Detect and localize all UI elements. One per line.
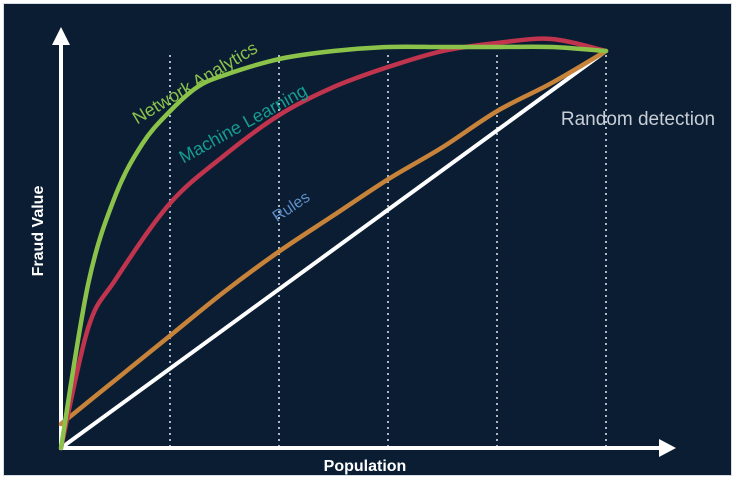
series-label-random-detection: Random detection	[561, 109, 715, 130]
y-axis-label: Fraud Value	[30, 186, 47, 277]
grid-lines	[169, 55, 607, 448]
x-axis-label: Population	[324, 458, 407, 475]
axes	[52, 27, 676, 457]
series-line-random-detection	[59, 49, 608, 450]
x-axis-arrow	[659, 439, 676, 457]
y-axis-arrow	[52, 27, 70, 45]
series-line-machine-learning	[58, 36, 609, 451]
series-layer	[58, 36, 609, 451]
series-label-rules: Rules	[270, 189, 313, 226]
series-line-rules	[58, 48, 609, 427]
series-line-network-analytics	[58, 44, 609, 451]
chart-frame	[3, 3, 732, 476]
